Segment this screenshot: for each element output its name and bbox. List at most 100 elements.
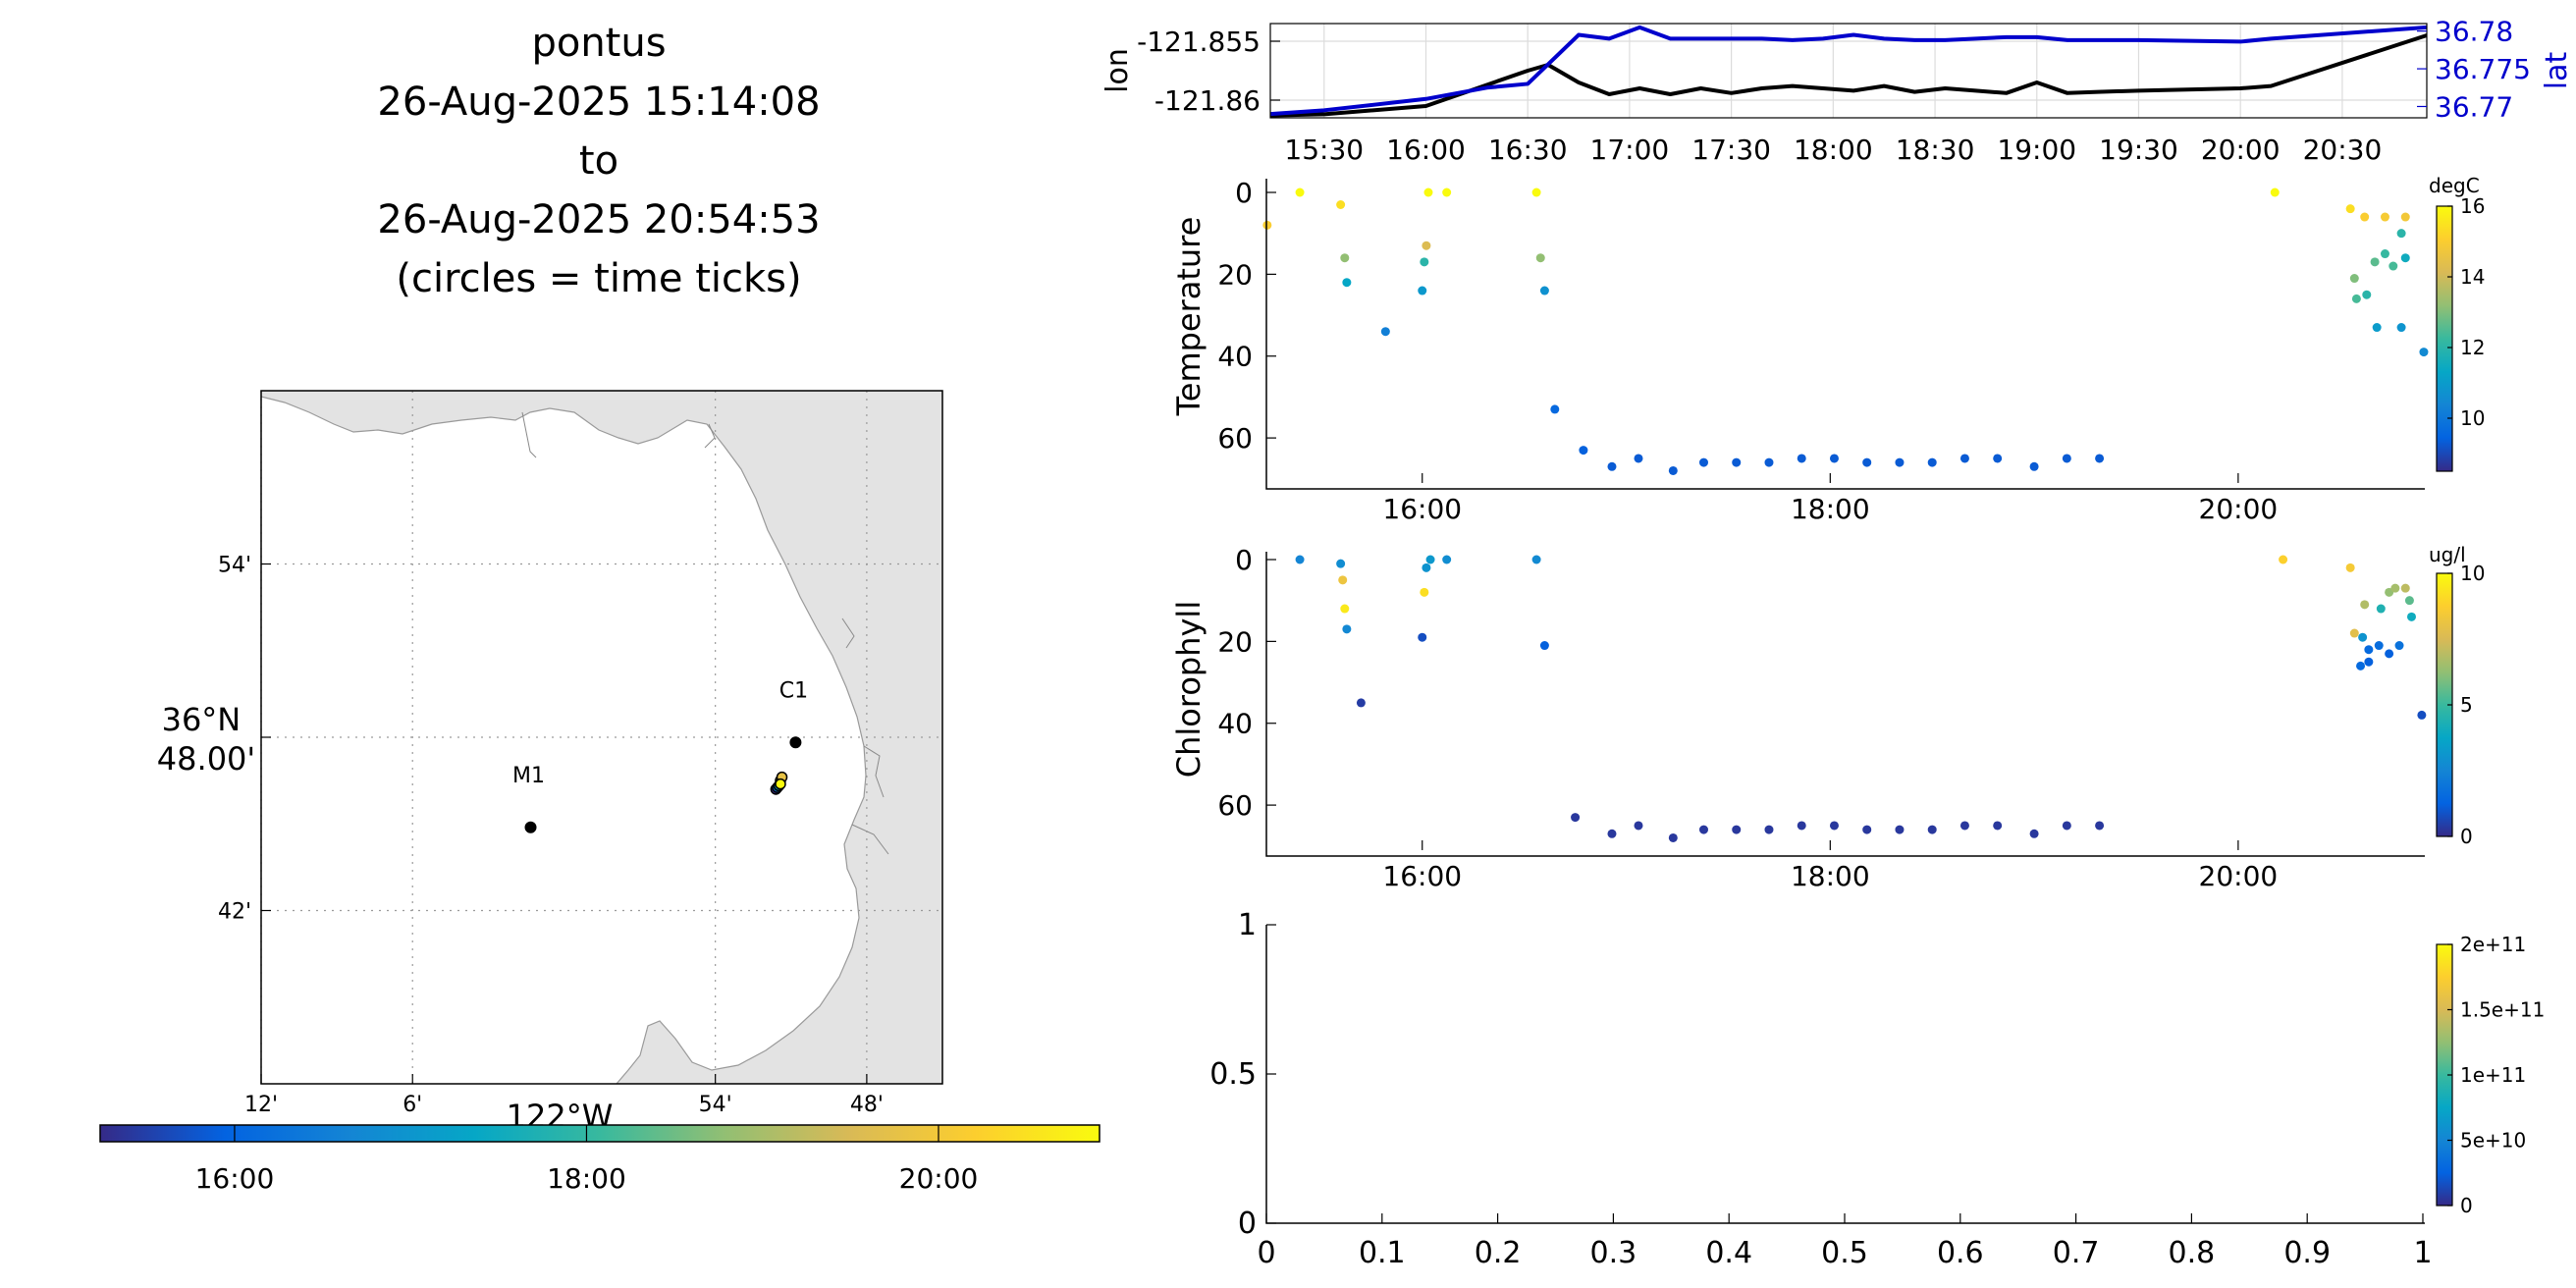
chlorophyll-section-point: [2364, 645, 2374, 655]
chlorophyll-ylabel: Chlorophyll: [1170, 601, 1208, 778]
chlorophyll-section-point: [1420, 587, 1429, 597]
temperature-plot-area: [1266, 179, 2425, 489]
chlorophyll-section-point: [1993, 821, 2003, 831]
temperature-section-point: [1336, 200, 1346, 210]
map-lat-tick-label: 42': [218, 900, 251, 925]
empty-x-tick-label: 0.1: [1359, 1236, 1406, 1270]
temperature-section-point: [2062, 454, 2071, 463]
river-line: [863, 745, 885, 798]
chlorophyll-section-point: [1342, 624, 1352, 634]
temperature-section-point: [2380, 249, 2389, 259]
time-colorbar-tick-label: 20:00: [899, 1162, 979, 1195]
empty-x-tick-label: 0.6: [1937, 1236, 1984, 1270]
empty-c-tick-label: 5e+10: [2460, 1129, 2526, 1153]
temperature-section-point: [2370, 257, 2380, 267]
time-colorbar: 16:00 18:00 20:00: [99, 1124, 1100, 1195]
temperature-section-point: [1423, 188, 1433, 197]
chlorophyll-section-point: [2376, 604, 2386, 614]
chlorophyll-section-y-tick-label: 60: [1217, 789, 1253, 822]
ts-lines: [1269, 25, 2428, 118]
temperature-section-point: [2270, 188, 2280, 197]
temperature-section-x-tick-label: 16:00: [1382, 493, 1462, 525]
empty-x-tick-label: 0.7: [2053, 1236, 2100, 1270]
chlorophyll-section-y-tick-label: 20: [1217, 625, 1253, 658]
temperature-section-point: [1380, 327, 1390, 337]
chlorophyll-section-point: [2417, 710, 2427, 720]
temperature-section-point: [1420, 257, 1429, 267]
chlorophyll-section-point: [1634, 821, 1643, 831]
temperature-section-point: [2372, 323, 2382, 333]
chlorophyll-section-point: [1539, 641, 1549, 651]
chlorophyll-section-point: [2364, 657, 2374, 667]
chlorophyll-section-c-tick-label: 5: [2460, 693, 2473, 717]
chlorophyll-section-point: [2385, 649, 2394, 659]
temperature-section-point: [2360, 212, 2370, 222]
temperature-section-y-tick-label: 60: [1217, 422, 1253, 455]
temperature-section-point: [1698, 457, 1708, 467]
map-tick-labels: 12' 6' 54' 48' 54' 42': [218, 554, 884, 1118]
empty-c-tick-label: 2e+11: [2460, 933, 2526, 956]
chlorophyll-section-point: [2390, 583, 2400, 593]
empty-x-tick-label: 0.4: [1705, 1236, 1752, 1270]
temperature-section-point: [1862, 457, 1872, 467]
empty-x-tick-label: 0.3: [1590, 1236, 1637, 1270]
temperature-section-point: [1895, 457, 1905, 467]
ts-grid: [1270, 24, 2427, 118]
map-lon-tick-label: 48': [850, 1093, 884, 1117]
chlorophyll-section-x-tick-label: 18:00: [1791, 860, 1870, 892]
temperature-section-point: [2396, 323, 2406, 333]
temperature-section-point: [1764, 457, 1774, 467]
temperature-section-point: [1797, 454, 1806, 463]
ts-right-tick-label: 36.78: [2435, 16, 2513, 48]
ts-x-tick-label: 15:30: [1284, 134, 1364, 166]
station-label: M1: [512, 764, 545, 788]
chlorophyll-section-point: [2062, 821, 2071, 831]
coastline-land: [261, 391, 942, 1084]
track-time-circle: [775, 778, 786, 790]
empty-c-tick-label: 0: [2460, 1194, 2473, 1217]
chlorophyll-section-point: [2358, 632, 2368, 642]
temperature-section-point: [1829, 454, 1839, 463]
empty-y-tick-label: 0.5: [1209, 1057, 1257, 1092]
empty-x-tick-label: 0.5: [1821, 1236, 1868, 1270]
temperature-section-point: [2029, 461, 2039, 471]
chlorophyll-section-point: [2374, 641, 2384, 651]
chlorophyll-section-c-tick-label: 0: [2460, 825, 2473, 848]
title-start-time: 26-Aug-2025 15:14:08: [377, 80, 821, 125]
empty-x-tick-label: 0.9: [2283, 1236, 2331, 1270]
temperature-section-point: [1262, 220, 1272, 230]
temperature-colorbar-ticks: 10 12 14 16: [2447, 194, 2485, 430]
ts-x-tick-label: 18:00: [1794, 134, 1873, 166]
ts-x-tick-label: 19:00: [1997, 134, 2076, 166]
temperature-section-point: [1539, 286, 1549, 295]
temperature-section-point: [2349, 274, 2359, 284]
chlorophyll-section-y-tick-label: 0: [1235, 544, 1253, 576]
chlorophyll-section-point: [2345, 563, 2355, 572]
chlorophyll-plot-area: [1266, 552, 2425, 856]
chlorophyll-section-point: [1418, 632, 1427, 642]
temperature-axes: [1265, 179, 2425, 490]
map-land: [261, 391, 942, 1084]
chlorophyll-section-x-tick-label: 20:00: [2199, 860, 2279, 892]
map-lat-tick-label: 54': [218, 554, 251, 578]
chlorophyll-section-point: [1732, 825, 1742, 834]
temperature-section-point: [1607, 461, 1617, 471]
temperature-section-point: [2400, 212, 2410, 222]
time-colorbar-ticks: 16:00 18:00 20:00: [195, 1125, 979, 1195]
temperature-section-point: [1579, 446, 1588, 456]
temperature-section-x-tick-label: 20:00: [2199, 493, 2279, 525]
empty-section: 0 0.1 0.2 0.3 0.4 0.5 0.6 0.7 0.8 0.9 1 0 0.5 1 0 5e+1…: [1209, 908, 2545, 1270]
lat-series-line: [1269, 25, 2428, 117]
temperature-section-point: [2400, 253, 2410, 263]
temperature-section-point: [1342, 278, 1352, 288]
temperature-section-point: [2362, 290, 2372, 299]
title-platform: pontus: [531, 21, 667, 66]
chlorophyll-section-point: [1797, 821, 1806, 831]
empty-ticks: 0 0.1 0.2 0.3 0.4 0.5 0.6 0.7 0.8 0.9 1 0 0.5 1: [1209, 908, 2432, 1270]
temperature-section-point: [1634, 454, 1643, 463]
ts-right-tick-label: 36.775: [2435, 53, 2531, 85]
temperature-section-point: [1668, 465, 1678, 475]
chlorophyll-section-point: [2406, 612, 2416, 621]
chlorophyll-section-point: [2029, 829, 2039, 838]
chlorophyll-section-point: [1698, 825, 1708, 834]
